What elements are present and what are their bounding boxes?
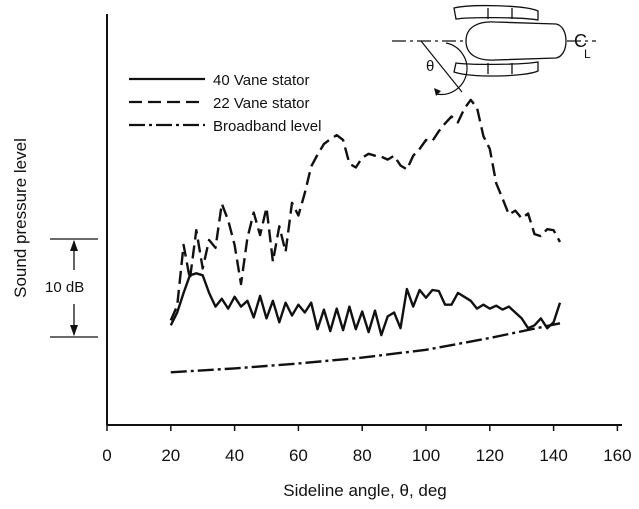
inset-centerline-subscript: L [584, 47, 591, 61]
inset-centerline-label: C [574, 31, 587, 51]
legend-label-40-vane: 40 Vane stator [213, 72, 309, 89]
inset-nacelle-upper [453, 4, 539, 21]
series-line-0-40-vane-stator [169, 272, 562, 337]
scale-bar-down-arrow [70, 325, 78, 336]
inset-nacelle-lower [453, 61, 539, 77]
inset-angle-arc [435, 42, 468, 96]
x-tick-label-0: 0 [102, 446, 111, 465]
legend-label-22-vane: 22 Vane stator [213, 95, 309, 112]
legend: 40 Vane stator 22 Vane stator Broadband … [129, 72, 321, 135]
x-tick-label-60: 60 [289, 446, 308, 465]
series-line-1-22-vane-stator [169, 98, 562, 321]
x-ticks: 0 20 40 60 80 100 120 140 160 [102, 425, 632, 465]
inset-angle-ray [420, 40, 463, 93]
scale-bar-label: 10 dB [45, 279, 84, 296]
x-tick-label-160: 160 [603, 446, 631, 465]
scale-bar: 10 dB [45, 238, 98, 338]
y-axis-title: Sound pressure level [11, 138, 30, 298]
x-tick-label-40: 40 [225, 446, 244, 465]
series-line-2-broadband-level [170, 322, 561, 374]
series-layer [169, 98, 562, 374]
inset-core-body [465, 21, 567, 61]
inset-angle-arrowhead [434, 88, 441, 96]
x-tick-label-100: 100 [412, 446, 440, 465]
engine-inset-diagram: θ C L [392, 4, 596, 96]
x-tick-label-20: 20 [161, 446, 180, 465]
scale-bar-up-arrow [70, 240, 78, 251]
inset-theta-label: θ [426, 58, 434, 75]
x-tick-label-140: 140 [539, 446, 567, 465]
x-axis-title: Sideline angle, θ, deg [283, 481, 447, 500]
legend-label-broadband: Broadband level [213, 118, 321, 135]
x-tick-label-120: 120 [476, 446, 504, 465]
x-tick-label-80: 80 [353, 446, 372, 465]
axes [106, 14, 622, 426]
